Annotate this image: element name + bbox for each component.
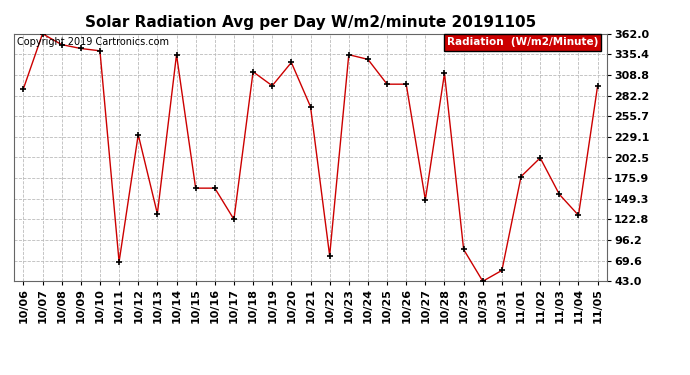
Title: Solar Radiation Avg per Day W/m2/minute 20191105: Solar Radiation Avg per Day W/m2/minute … (85, 15, 536, 30)
Text: Copyright 2019 Cartronics.com: Copyright 2019 Cartronics.com (17, 38, 169, 48)
Text: Radiation  (W/m2/Minute): Radiation (W/m2/Minute) (447, 38, 598, 48)
